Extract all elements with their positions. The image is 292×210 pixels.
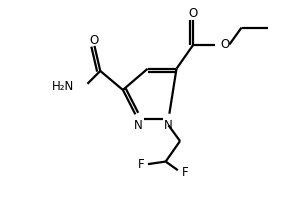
Text: O: O	[90, 34, 99, 47]
Text: F: F	[138, 158, 145, 171]
Text: O: O	[220, 38, 229, 51]
Text: N: N	[134, 119, 142, 133]
Text: H₂N: H₂N	[52, 80, 74, 93]
Text: F: F	[182, 166, 188, 179]
Text: O: O	[189, 7, 198, 20]
Text: N: N	[164, 119, 173, 133]
